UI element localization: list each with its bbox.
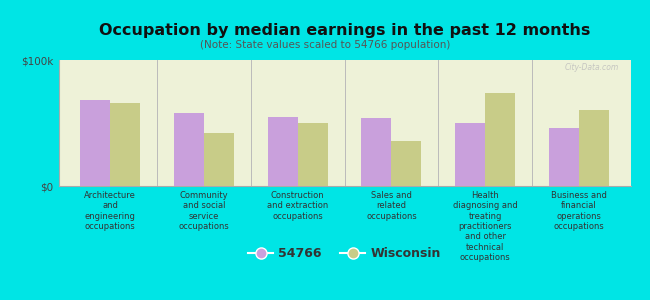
Bar bbox=[579, 110, 609, 186]
Bar bbox=[361, 118, 391, 186]
Bar bbox=[204, 133, 234, 186]
Bar bbox=[549, 128, 579, 186]
Text: (Note: State values scaled to 54766 population): (Note: State values scaled to 54766 popu… bbox=[200, 40, 450, 50]
Bar bbox=[174, 113, 204, 186]
Legend: 54766, Wisconsin: 54766, Wisconsin bbox=[243, 242, 446, 266]
Bar bbox=[80, 100, 110, 186]
Text: City-Data.com: City-Data.com bbox=[565, 62, 619, 71]
Bar bbox=[391, 141, 421, 186]
Bar bbox=[268, 117, 298, 186]
Bar bbox=[110, 103, 140, 186]
Title: Occupation by median earnings in the past 12 months: Occupation by median earnings in the pas… bbox=[99, 23, 590, 38]
Bar bbox=[485, 93, 515, 186]
Bar bbox=[298, 123, 328, 186]
Bar bbox=[455, 123, 485, 186]
